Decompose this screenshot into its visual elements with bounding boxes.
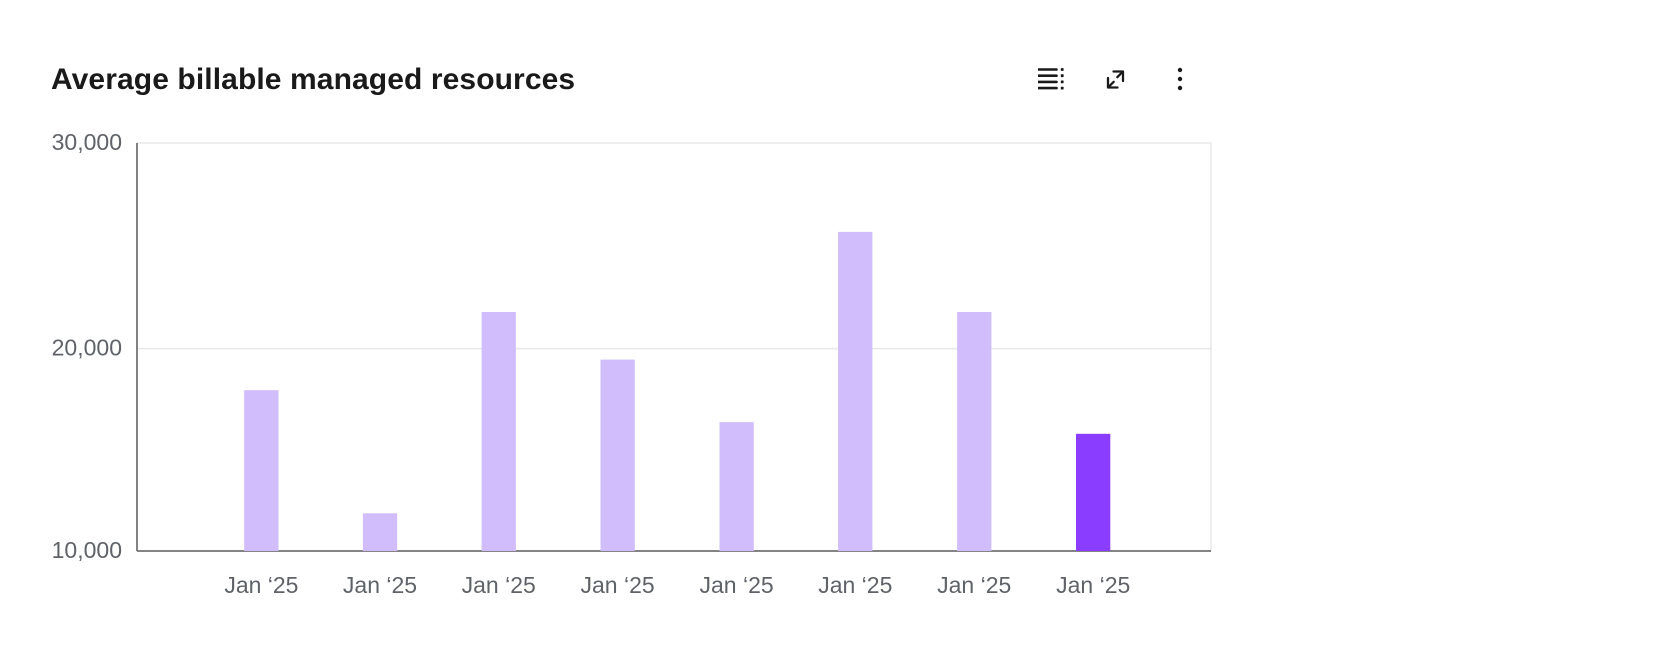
svg-text:Jan ‘25: Jan ‘25: [700, 572, 774, 598]
svg-text:20,000: 20,000: [52, 335, 122, 361]
svg-text:10,000: 10,000: [52, 537, 122, 563]
svg-text:Jan ‘25: Jan ‘25: [818, 572, 892, 598]
svg-text:Jan ‘25: Jan ‘25: [1056, 572, 1130, 598]
svg-text:Jan ‘25: Jan ‘25: [343, 572, 417, 598]
svg-text:Jan ‘25: Jan ‘25: [581, 572, 655, 598]
svg-text:30,000: 30,000: [52, 129, 122, 155]
svg-text:Jan ‘25: Jan ‘25: [937, 572, 1011, 598]
svg-text:Jan ‘25: Jan ‘25: [462, 572, 536, 598]
svg-text:Jan ‘25: Jan ‘25: [224, 572, 298, 598]
